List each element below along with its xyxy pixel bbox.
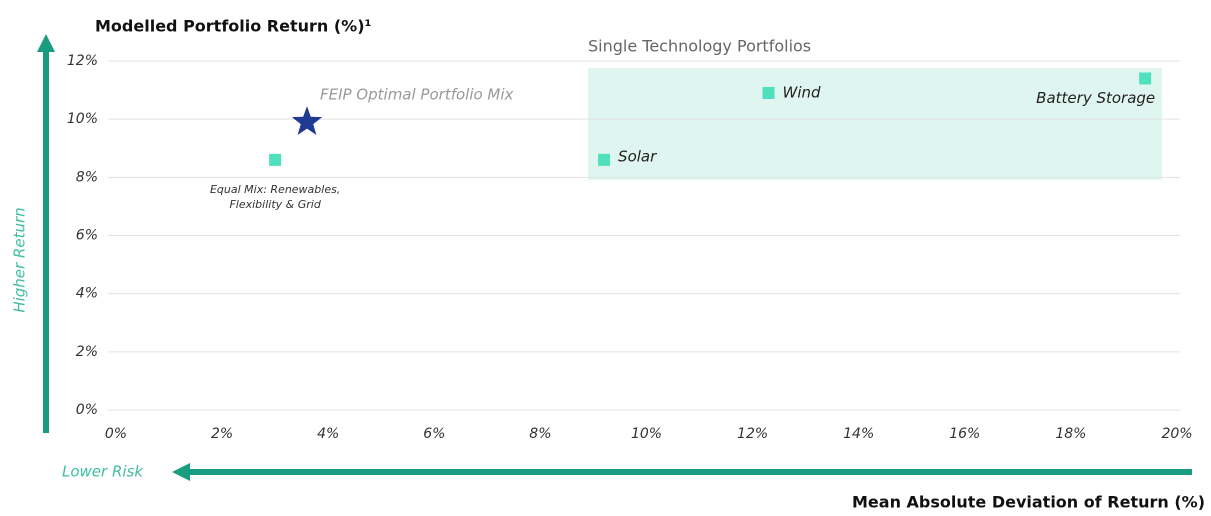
x-tick-label: 16% (949, 426, 980, 442)
square-marker (269, 153, 282, 166)
star-marker (291, 106, 323, 135)
x-tick-label: 6% (423, 426, 445, 442)
square-marker (1139, 72, 1152, 85)
square-marker (598, 153, 611, 166)
x-title: Mean Absolute Deviation of Return (%) (852, 493, 1205, 512)
x-tick-label: 4% (317, 426, 339, 442)
x-tick-label: 12% (737, 426, 768, 442)
point-label: FEIP Optimal Portfolio Mix (320, 86, 514, 104)
x-tick-label: 20% (1161, 426, 1192, 442)
point-label: Flexibility & Grid (229, 198, 321, 211)
square-marker (762, 86, 775, 99)
point-label: Battery Storage (1036, 89, 1155, 107)
x-arrow-head (172, 463, 190, 481)
y-title: Modelled Portfolio Return (%)¹ (95, 17, 372, 36)
region-shade (588, 68, 1162, 180)
y-tick-label: 2% (76, 344, 98, 360)
x-arrow-label: Lower Risk (62, 463, 144, 481)
point-label: Wind (783, 83, 822, 101)
y-tick-label: 6% (76, 228, 98, 244)
point-label: Solar (618, 147, 657, 165)
x-tick-label: 0% (105, 426, 127, 442)
y-tick-label: 10% (67, 111, 98, 127)
x-tick-label: 8% (529, 426, 551, 442)
y-tick-label: 12% (67, 53, 98, 69)
y-tick-label: 8% (76, 169, 98, 185)
region-label: Single Technology Portfolios (588, 37, 811, 56)
y-tick-label: 4% (76, 286, 98, 302)
x-tick-label: 18% (1055, 426, 1086, 442)
x-tick-label: 14% (843, 426, 874, 442)
y-arrow-label: Higher Return (11, 207, 29, 312)
y-tick-label: 0% (76, 402, 98, 418)
y-arrow-head (37, 34, 55, 52)
point-label: Equal Mix: Renewables, (210, 183, 340, 196)
x-tick-label: 10% (631, 426, 662, 442)
x-tick-label: 2% (211, 426, 233, 442)
